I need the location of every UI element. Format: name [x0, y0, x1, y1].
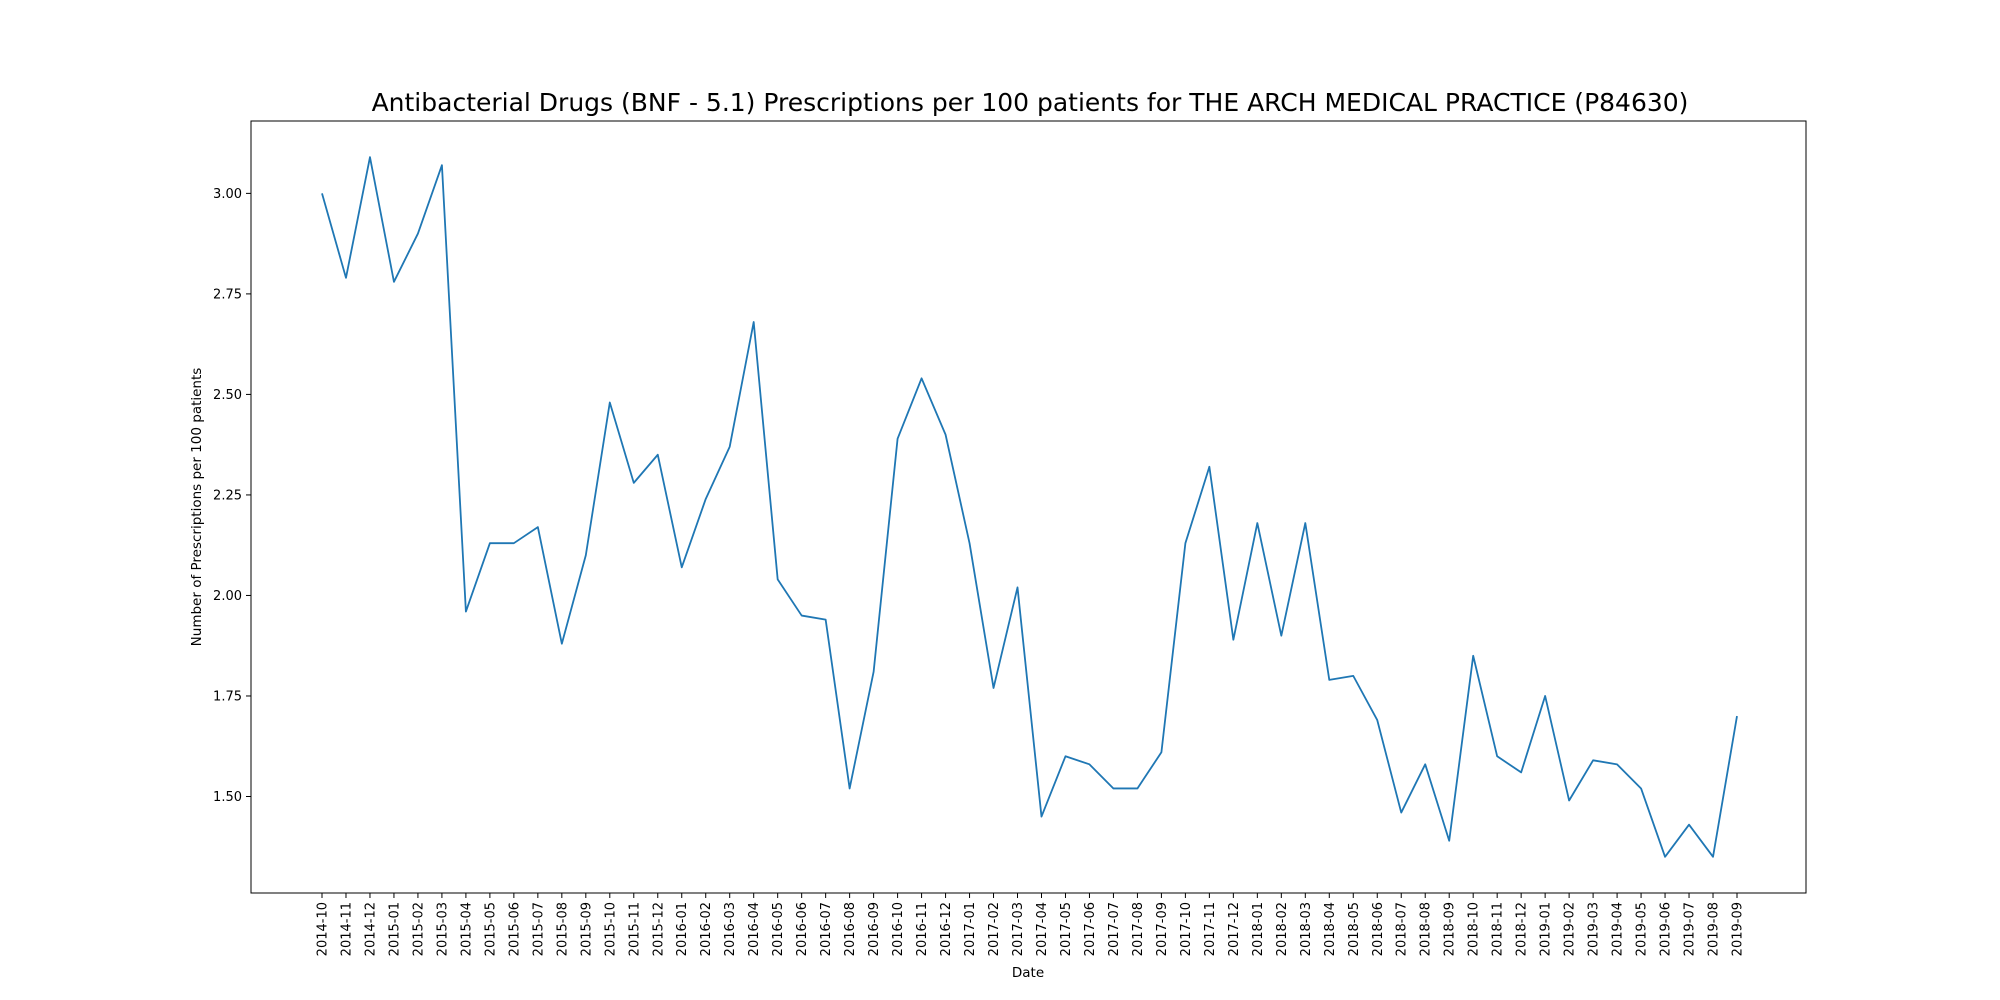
x-tick-label: 2018-12 — [1515, 902, 1530, 956]
x-tick-label: 2015-01 — [387, 902, 402, 956]
x-tick-label: 2016-09 — [867, 902, 882, 956]
y-axis-label: Number of Prescriptions per 100 patients — [189, 368, 205, 647]
x-tick-label: 2015-04 — [459, 902, 474, 956]
x-tick-label: 2018-04 — [1323, 902, 1338, 956]
x-tick-label: 2015-10 — [603, 902, 618, 956]
x-tick-label: 2015-09 — [579, 902, 594, 956]
x-tick-label: 2017-02 — [987, 902, 1002, 956]
x-tick-label: 2015-03 — [435, 902, 450, 956]
y-tick-label: 2.25 — [213, 488, 242, 503]
y-axis: 1.50 1.75 2.00 2.25 2.50 2.75 3.00 — [213, 187, 251, 805]
series-layer — [321, 156, 1738, 858]
y-tick-label: 3.00 — [213, 187, 242, 202]
x-tick-label: 2019-08 — [1707, 902, 1722, 956]
x-tick-label: 2015-02 — [411, 902, 426, 956]
x-tick-label: 2018-09 — [1443, 902, 1458, 956]
x-tick-label: 2019-05 — [1635, 902, 1650, 956]
x-tick-label: 2019-01 — [1539, 902, 1554, 956]
x-tick-label: 2018-03 — [1299, 902, 1314, 956]
x-tick-label: 2018-02 — [1275, 902, 1290, 956]
plot-area-frame — [250, 120, 1807, 894]
x-tick-label: 2015-11 — [627, 902, 642, 956]
y-tick-label: 1.75 — [213, 689, 242, 704]
x-tick-label: 2018-05 — [1347, 902, 1362, 956]
x-tick-label: 2017-06 — [1083, 902, 1098, 956]
y-tick-label: 1.50 — [213, 790, 242, 805]
x-tick-label: 2016-07 — [819, 902, 834, 956]
x-tick-label: 2018-07 — [1395, 902, 1410, 956]
x-tick-label: 2017-09 — [1155, 902, 1170, 956]
x-tick-label: 2016-11 — [915, 902, 930, 956]
x-tick-label: 2018-01 — [1251, 902, 1266, 956]
x-tick-label: 2019-07 — [1683, 902, 1698, 956]
x-tick-label: 2016-02 — [699, 902, 714, 956]
x-tick-label: 2019-03 — [1587, 902, 1602, 956]
x-tick-label: 2014-11 — [339, 902, 354, 956]
x-tick-label: 2017-12 — [1227, 902, 1242, 956]
x-tick-label: 2018-11 — [1491, 902, 1506, 956]
x-tick-label: 2017-10 — [1179, 902, 1194, 956]
x-tick-label: 2016-05 — [771, 902, 786, 956]
x-tick-label: 2017-07 — [1107, 902, 1122, 956]
x-tick-label: 2017-04 — [1035, 902, 1050, 956]
x-tick-label: 2016-04 — [747, 902, 762, 956]
x-tick-label: 2015-05 — [483, 902, 498, 956]
x-tick-label: 2017-05 — [1059, 902, 1074, 956]
x-tick-label: 2018-10 — [1467, 902, 1482, 956]
x-tick-label: 2014-10 — [316, 902, 331, 956]
x-tick-label: 2019-09 — [1731, 902, 1746, 956]
x-tick-label: 2017-03 — [1011, 902, 1026, 956]
x-tick-label: 2018-08 — [1419, 902, 1434, 956]
x-tick-label: 2015-06 — [507, 902, 522, 956]
y-tick-label: 2.50 — [213, 388, 242, 403]
x-tick-label: 2019-06 — [1659, 902, 1674, 956]
x-tick-label: 2014-12 — [363, 902, 378, 956]
y-tick-label: 2.75 — [213, 287, 242, 302]
x-tick-label: 2015-07 — [531, 902, 546, 956]
x-tick-label: 2015-08 — [555, 902, 570, 956]
x-tick-label: 2016-12 — [939, 902, 954, 956]
x-tick-label: 2017-11 — [1203, 902, 1218, 956]
x-tick-label: 2016-10 — [891, 902, 906, 956]
x-tick-label: 2016-06 — [795, 902, 810, 956]
x-axis-label: Date — [1012, 965, 1044, 981]
x-tick-label: 2019-04 — [1611, 902, 1626, 956]
x-tick-label: 2016-03 — [723, 902, 738, 956]
x-tick-label: 2015-12 — [651, 902, 666, 956]
x-tick-label: 2019-02 — [1563, 902, 1578, 956]
x-tick-label: 2017-01 — [963, 902, 978, 956]
x-tick-label: 2016-08 — [843, 902, 858, 956]
x-tick-label: 2016-01 — [675, 902, 690, 956]
chart-title: Antibacterial Drugs (BNF - 5.1) Prescrip… — [372, 88, 1689, 117]
y-tick-label: 2.00 — [213, 589, 242, 604]
series-line — [321, 156, 1738, 858]
x-tick-label: 2017-08 — [1131, 902, 1146, 956]
x-axis: 2014-10 2014-11 2014-12 2015-01 2015-02 2015-… — [316, 893, 1746, 956]
x-tick-label: 2018-06 — [1371, 902, 1386, 956]
